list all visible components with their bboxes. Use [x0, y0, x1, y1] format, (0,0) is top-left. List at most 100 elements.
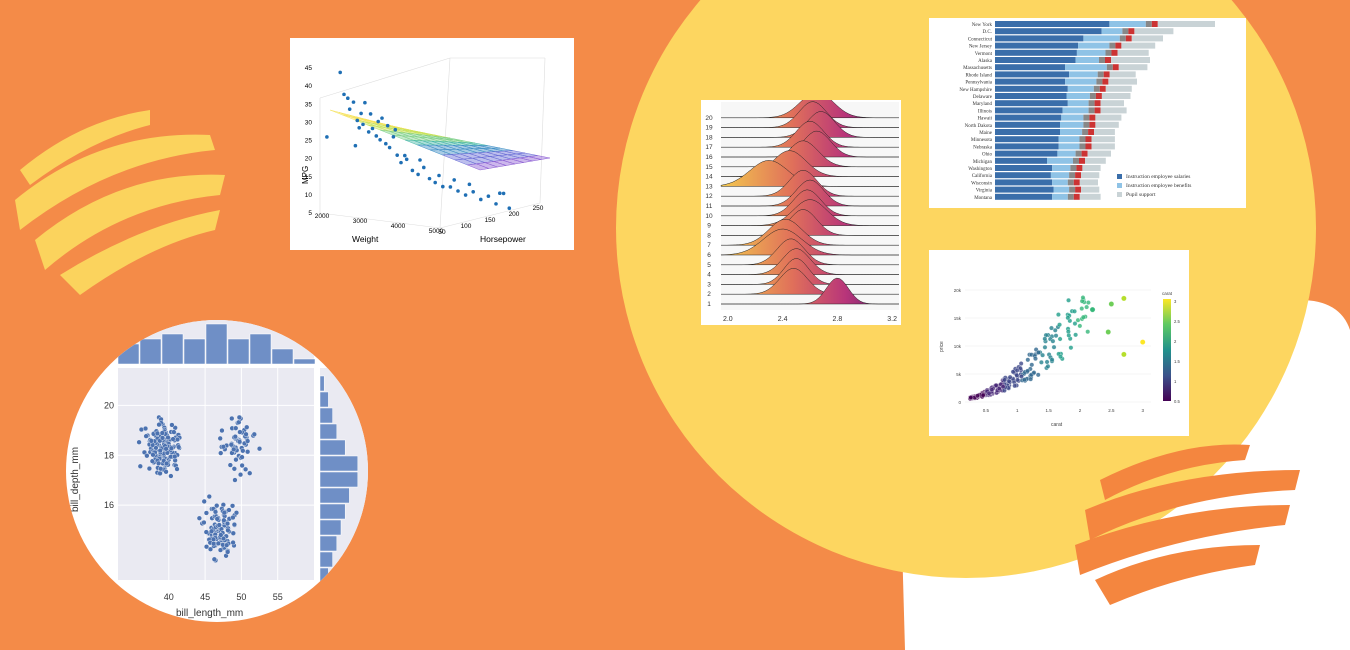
data-point — [353, 143, 358, 148]
bar-salaries — [995, 136, 1059, 143]
bar-pupil-support — [1134, 28, 1174, 35]
data-point — [217, 435, 223, 442]
bar-other — [1076, 165, 1083, 171]
bar-other — [1075, 150, 1082, 157]
bar-salaries — [995, 172, 1051, 179]
bar-benefits — [1101, 28, 1123, 35]
data-point — [418, 158, 422, 162]
state-label: North Dakota — [965, 124, 993, 129]
jointplot-circle: 40 45 50 55 16 18 20 bill_length_mm bill_dept… — [66, 320, 368, 622]
bar-pupil-support — [1108, 78, 1137, 85]
data-point — [247, 470, 253, 476]
data-point — [201, 498, 207, 505]
jointplot-chart: 40 45 50 55 16 18 20 bill_length_mm bill_dept… — [70, 320, 368, 619]
data-point — [210, 536, 217, 542]
ridge-label: 2 — [707, 291, 711, 298]
data-point — [214, 516, 220, 522]
data-point — [240, 448, 246, 454]
colorbar-tick-label: 1 — [1174, 379, 1177, 384]
legend-swatch — [1117, 192, 1122, 197]
bar-other — [1083, 114, 1090, 121]
bar-benefits — [1052, 193, 1068, 200]
data-point — [498, 191, 502, 195]
data-point — [1086, 300, 1091, 305]
xlabel: Weight — [352, 234, 379, 244]
state-label: Wisconsin — [971, 181, 992, 186]
bar-pupil-support — [1100, 107, 1127, 114]
data-point — [237, 429, 243, 435]
bar-other — [1119, 35, 1126, 42]
data-point — [1065, 315, 1071, 321]
bar-benefits — [1053, 186, 1070, 193]
data-point — [146, 465, 152, 472]
data-point — [220, 444, 226, 450]
y-tick-label: 16 — [104, 500, 114, 510]
z-tick-label: 35 — [305, 101, 313, 108]
data-point — [230, 530, 236, 536]
data-point — [374, 134, 379, 138]
bar-other — [1105, 57, 1111, 63]
state-label: Ohio — [982, 153, 993, 158]
data-point — [1010, 369, 1016, 375]
bar-salaries — [995, 49, 1077, 56]
axis-line — [539, 57, 546, 204]
bar-pupil-support — [1101, 93, 1131, 99]
data-point — [452, 178, 456, 182]
data-point — [230, 539, 236, 546]
data-point — [1039, 360, 1044, 365]
color-scatter-panel: 0.5 1 1.5 2 2.5 3 0 5k 10k 15k 20k 0.5 1 1.5 2 2.5 3 c… — [929, 250, 1189, 436]
z-tick-label: 20 — [305, 156, 313, 163]
data-point — [157, 470, 163, 476]
bar-other — [1097, 71, 1104, 78]
data-point — [1139, 339, 1146, 345]
hist-bar — [319, 487, 350, 504]
bar-salaries — [995, 107, 1063, 114]
bar-pupil-support — [1095, 114, 1122, 121]
data-point — [1007, 374, 1013, 380]
data-point — [1035, 372, 1041, 378]
data-point — [433, 180, 437, 185]
data-point — [1049, 357, 1055, 363]
z-tick-label: 30 — [305, 119, 313, 126]
hist-bar — [293, 358, 316, 365]
state-label: Virginia — [976, 189, 993, 194]
data-point — [1012, 383, 1018, 389]
bar-benefits — [1050, 172, 1070, 179]
state-label: D.C. — [983, 30, 992, 35]
data-point — [231, 521, 238, 528]
data-point — [218, 450, 224, 456]
data-point — [1033, 356, 1038, 361]
bar-salaries — [995, 71, 1070, 78]
data-point — [368, 112, 373, 116]
data-point — [968, 395, 974, 400]
bar-benefits — [1058, 143, 1080, 150]
data-point — [174, 466, 180, 472]
data-point — [1045, 363, 1051, 369]
data-point — [1015, 377, 1020, 383]
data-point — [159, 430, 165, 436]
state-label: Massachusetts — [963, 66, 992, 71]
hist-bar — [319, 407, 333, 424]
hist-bar — [319, 439, 346, 456]
bar-other — [1109, 42, 1116, 49]
colorbar-tick-label: 0.5 — [1174, 399, 1180, 404]
ridgeline-chart: 20 19 18 17 16 15 14 13 12 11 10 9 8 7 6 5 4 3 2 1 2.0 2.4 2.… — [705, 100, 899, 323]
x-tick-label: 3 — [1141, 408, 1144, 413]
bar-other — [1073, 157, 1079, 164]
bar-salaries — [995, 121, 1060, 128]
ridge-density — [721, 101, 899, 128]
state-label: Hawaii — [978, 117, 993, 122]
data-point — [380, 116, 384, 120]
x-tick-label: 2.5 — [1108, 408, 1115, 413]
data-point — [1085, 329, 1091, 335]
data-point — [228, 442, 234, 448]
ridge-label: 15 — [705, 164, 713, 171]
data-point — [142, 425, 149, 432]
bar-other — [1079, 157, 1085, 164]
data-point — [219, 427, 225, 434]
data-point — [211, 556, 217, 562]
data-point — [154, 430, 161, 436]
data-point — [1000, 384, 1006, 390]
data-point — [1031, 370, 1037, 375]
bar-benefits — [1075, 57, 1099, 63]
